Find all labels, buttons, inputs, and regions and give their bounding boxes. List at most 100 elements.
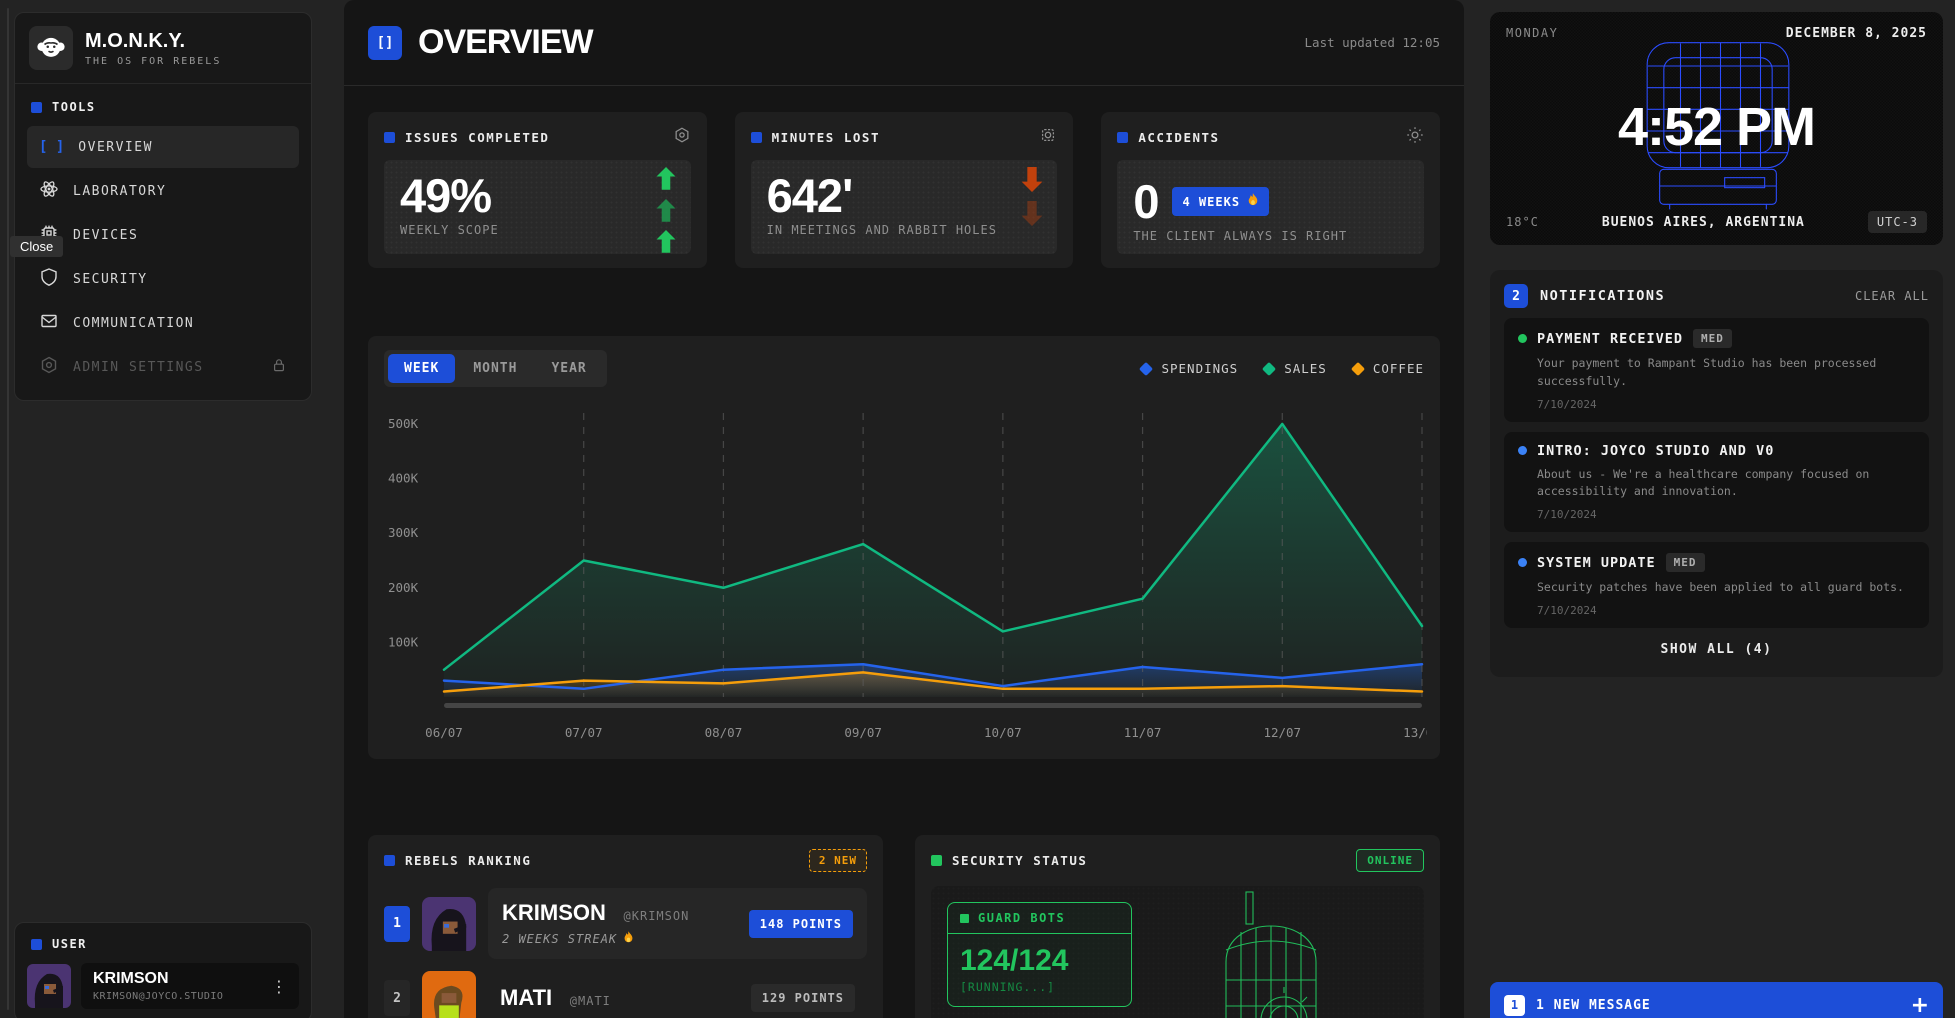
sidebar-item-label: DEVICES bbox=[73, 227, 139, 243]
guard-bot-wireframe-icon bbox=[1196, 890, 1346, 1018]
diamond-icon bbox=[1350, 361, 1365, 376]
app-name: M.O.N.K.Y. bbox=[85, 29, 186, 52]
sidebar-item-label: SECURITY bbox=[73, 271, 148, 287]
notification-item[interactable]: SYSTEM UPDATE MED Security patches have … bbox=[1504, 542, 1929, 629]
ranking-row[interactable]: 1 bbox=[384, 888, 867, 959]
page-title: OVERVIEW bbox=[418, 23, 594, 61]
svg-text:06/07: 06/07 bbox=[425, 725, 463, 740]
sidebar-item-devices[interactable]: DEVICES bbox=[27, 214, 299, 256]
new-count-badge: 2 NEW bbox=[808, 849, 867, 872]
sidebar-item-security[interactable]: SECURITY bbox=[27, 258, 299, 300]
stat-metric-panel: 49% WEEKLY SCOPE bbox=[384, 160, 691, 254]
user-email: KRIMSON@JOYCO.STUDIO bbox=[93, 991, 224, 1002]
stat-value: 0 bbox=[1133, 175, 1159, 228]
chart-card: WEEK MONTH YEAR SPENDINGS SALES bbox=[368, 336, 1440, 759]
user-info-box: KRIMSON KRIMSON@JOYCO.STUDIO ⋮ bbox=[81, 963, 299, 1009]
card-square-icon bbox=[931, 855, 942, 866]
hexagon-gear-icon bbox=[39, 355, 59, 379]
sidebar-item-label: COMMUNICATION bbox=[73, 315, 195, 331]
stat-card-accidents: ACCIDENTS 0 4 WEEKS bbox=[1101, 112, 1440, 268]
atom-icon bbox=[39, 179, 59, 203]
hexagon-gear-icon[interactable] bbox=[673, 126, 691, 148]
legend-spendings[interactable]: SPENDINGS bbox=[1139, 361, 1238, 376]
stat-card-minutes-lost: MINUTES LOST 642' IN MEETINGS AND RABBIT… bbox=[734, 112, 1074, 268]
notification-item[interactable]: INTRO: JOYCO STUDIO AND V0 About us - We… bbox=[1504, 431, 1929, 533]
notification-body: Security patches have been applied to al… bbox=[1537, 580, 1904, 595]
security-panel: GUARD BOTS 124/124 [RUNNING...] FIREWALL… bbox=[931, 886, 1424, 1018]
rank-number: 2 bbox=[384, 980, 410, 1016]
stat-metric-panel: 0 4 WEEKS THE CLIENT ALWAYS IS RIGHT bbox=[1117, 160, 1424, 254]
stat-cards-row: ISSUES COMPLETED 49% WEEKLY SCOPE bbox=[368, 112, 1440, 268]
notification-item[interactable]: PAYMENT RECEIVED MED Your payment to Ram… bbox=[1504, 318, 1929, 422]
clear-all-button[interactable]: CLEAR ALL bbox=[1854, 289, 1929, 303]
stat-caption: WEEKLY SCOPE bbox=[400, 223, 499, 237]
close-tooltip: Close bbox=[10, 236, 64, 257]
security-title: SECURITY STATUS bbox=[952, 853, 1088, 868]
app-logo-row: M.O.N.K.Y. THE OS FOR REBELS bbox=[15, 13, 311, 84]
chart-range-tabs: WEEK MONTH YEAR bbox=[384, 350, 607, 387]
plus-icon[interactable]: + bbox=[1910, 992, 1929, 1018]
section-square-icon bbox=[31, 101, 42, 113]
notification-title: INTRO: JOYCO STUDIO AND V0 bbox=[1537, 442, 1775, 459]
tab-week[interactable]: WEEK bbox=[388, 354, 456, 383]
chip-gear-icon[interactable] bbox=[1039, 126, 1057, 148]
sidebar-item-laboratory[interactable]: LABORATORY bbox=[27, 170, 299, 212]
notification-body: About us - We're a healthcare company fo… bbox=[1537, 466, 1870, 499]
flame-icon bbox=[623, 931, 634, 947]
svg-text:100K: 100K bbox=[388, 634, 419, 649]
tools-section: TOOLS [ ] OVERVIEW LABORATORY bbox=[15, 84, 311, 400]
card-square-icon bbox=[384, 855, 395, 866]
svg-text:12/07: 12/07 bbox=[1263, 725, 1301, 740]
page-header: [] OVERVIEW Last updated 12:05 bbox=[344, 0, 1464, 86]
stat-caption: IN MEETINGS AND RABBIT HOLES bbox=[766, 223, 997, 237]
security-status-card: SECURITY STATUS ONLINE GUARD BOTS 124/12… bbox=[915, 835, 1440, 1018]
new-message-bar[interactable]: 1 1 NEW MESSAGE + bbox=[1490, 982, 1943, 1018]
svg-text:11/07: 11/07 bbox=[1124, 725, 1162, 740]
guard-bots-value: 124/124 bbox=[960, 944, 1069, 977]
flame-icon bbox=[1247, 193, 1259, 210]
sidebar-item-communication[interactable]: COMMUNICATION bbox=[27, 302, 299, 344]
app-tagline: THE OS FOR REBELS bbox=[85, 55, 222, 67]
ranking-row-panel: MATI @MATI 129 POINTS bbox=[488, 974, 867, 1018]
notification-title: PAYMENT RECEIVED bbox=[1537, 330, 1684, 347]
svg-text:300K: 300K bbox=[388, 525, 419, 540]
tab-year[interactable]: YEAR bbox=[551, 361, 587, 376]
sidebar-item-admin-settings: ADMIN SETTINGS bbox=[27, 346, 299, 388]
lock-icon bbox=[271, 357, 287, 377]
notification-date: 7/10/2024 bbox=[1537, 397, 1597, 411]
notification-title: SYSTEM UPDATE bbox=[1537, 554, 1656, 571]
show-all-button[interactable]: SHOW ALL (4) bbox=[1660, 642, 1773, 658]
legend-coffee[interactable]: COFFEE bbox=[1350, 361, 1424, 376]
svg-text:13/07: 13/07 bbox=[1403, 725, 1427, 740]
streak-label: 2 WEEKS STREAK bbox=[502, 931, 689, 947]
guard-bots-status: [RUNNING...] bbox=[960, 980, 1056, 994]
legend-sales[interactable]: SALES bbox=[1262, 361, 1327, 376]
sidebar-item-label: LABORATORY bbox=[73, 183, 167, 199]
overview-brackets-icon: [] bbox=[368, 25, 402, 60]
user-menu-kebab-icon[interactable]: ⋮ bbox=[271, 976, 287, 996]
notification-count-badge: 2 bbox=[1504, 284, 1528, 308]
svg-text:10/07: 10/07 bbox=[984, 725, 1022, 740]
last-updated: Last updated 12:05 bbox=[1304, 35, 1440, 50]
svg-text:400K: 400K bbox=[388, 471, 419, 486]
user-section-label: USER bbox=[27, 935, 299, 951]
stat-caption: THE CLIENT ALWAYS IS RIGHT bbox=[1133, 229, 1348, 243]
cog-icon[interactable] bbox=[1406, 126, 1424, 148]
spendings-sales-coffee-chart: 100K 200K 300K 400K 500K 06/07 07/07 08/07 09/07… bbox=[388, 413, 1427, 740]
svg-text:500K: 500K bbox=[388, 416, 419, 431]
priority-badge: MED bbox=[1693, 329, 1732, 348]
status-dot-icon bbox=[1518, 558, 1527, 568]
online-status-badge: ONLINE bbox=[1356, 849, 1424, 872]
location: BUENOS AIRES, ARGENTINA bbox=[1601, 214, 1805, 230]
user-card: USER KRIMSON KRIMSON@JOYCO.STUDIO ⋮ bbox=[14, 922, 312, 1018]
priority-badge: MED bbox=[1665, 553, 1705, 573]
tab-month[interactable]: MONTH bbox=[473, 361, 518, 376]
monkey-logo-icon bbox=[29, 26, 73, 70]
stat-value: 49% bbox=[400, 169, 492, 222]
notification-date: 7/10/2024 bbox=[1537, 508, 1597, 522]
ranking-row[interactable]: 2 MATI @MATI bbox=[384, 971, 867, 1018]
svg-text:07/07: 07/07 bbox=[565, 725, 603, 740]
utc-offset-badge: UTC-3 bbox=[1867, 211, 1927, 233]
sidebar-item-overview[interactable]: [ ] OVERVIEW bbox=[27, 126, 299, 168]
clock-date: DECEMBER 8, 2025 bbox=[1785, 26, 1927, 41]
